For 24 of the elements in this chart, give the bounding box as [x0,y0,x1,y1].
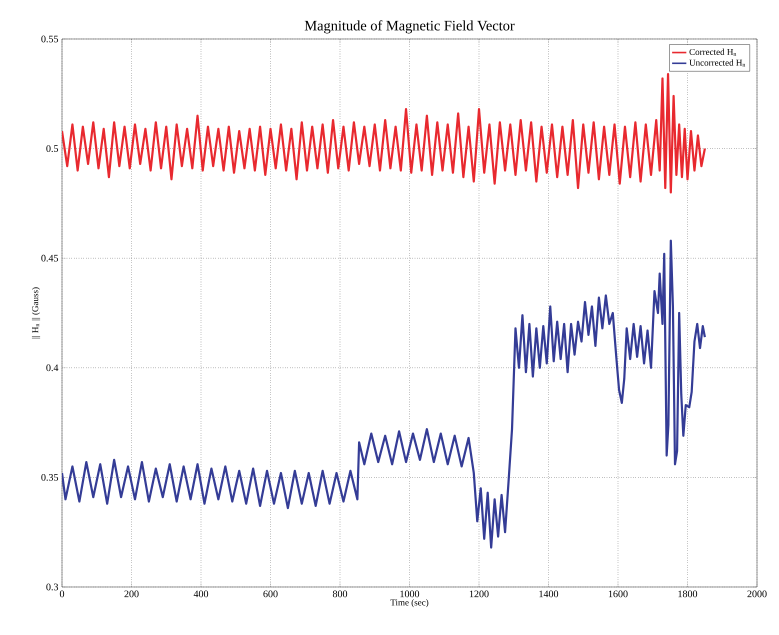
y-tick-label: 0.3 [46,584,58,590]
y-tick-label: 0.4 [46,364,58,372]
x-tick-label: 1800 [678,590,698,598]
x-tick-label: 200 [124,590,139,598]
x-axis-title: Time (sec) [390,599,428,608]
y-tick-label: 0.55 [41,36,58,42]
x-tick-label: 400 [194,590,208,598]
x-tick-label: 0 [60,590,64,598]
x-tick-label: 600 [263,590,278,598]
x-tick-label: 1200 [470,590,489,598]
x-tick-label: 800 [332,590,348,598]
y-tick-label: 0.45 [41,254,58,262]
line-series [62,240,706,549]
y-tick-label: 0.35 [41,474,58,481]
y-tick-label: 0.5 [46,145,58,152]
x-tick-label: 2000 [747,590,767,598]
chart-title: Magnitude of Magnetic Field Vector [304,20,515,34]
y-axis-title: || H$_{n}$ || (Gauss) [32,287,40,338]
line-series [62,72,706,194]
legend-label: Uncorrected H$_{n}$ [689,59,746,67]
x-tick-label: 1000 [400,590,420,598]
x-tick-label: 1400 [539,590,558,598]
x-tick-label: 1600 [608,590,628,598]
legend-label: Corrected H$_{n}$ [690,48,736,56]
